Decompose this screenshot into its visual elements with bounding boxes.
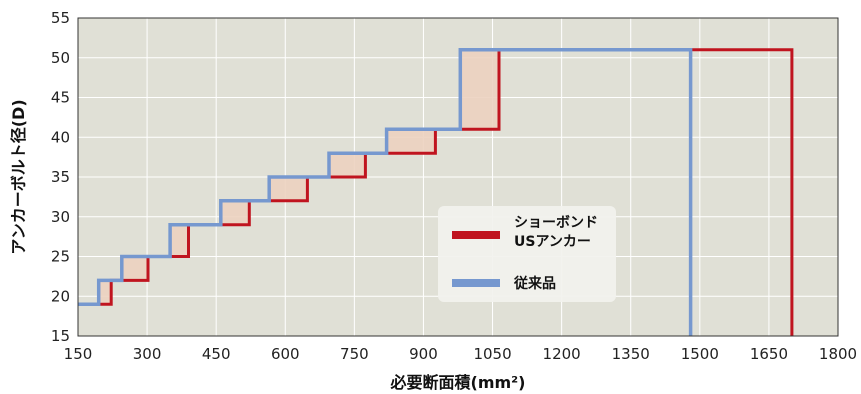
x-tick-label: 1200	[543, 345, 581, 363]
legend: ショーボンド USアンカー 従来品	[438, 206, 616, 302]
y-tick-label: 55	[51, 9, 70, 27]
legend-swatch-conventional	[452, 279, 500, 287]
difference-fill	[220, 200, 250, 225]
x-tick-label: 900	[409, 345, 438, 363]
legend-swatch-usanchor	[452, 231, 500, 239]
x-tick-label: 1650	[750, 345, 788, 363]
y-tick-label: 30	[51, 208, 70, 226]
x-tick-label: 1800	[819, 345, 857, 363]
difference-fill	[460, 49, 499, 130]
difference-fill	[269, 177, 308, 201]
x-tick-label: 450	[202, 345, 231, 363]
x-tick-label: 750	[340, 345, 369, 363]
y-tick-label: 25	[51, 248, 70, 266]
legend-box	[438, 206, 616, 302]
plot-frame	[77, 17, 839, 337]
y-tick-label: 15	[51, 327, 70, 345]
x-tick-label: 1500	[681, 345, 719, 363]
x-tick-label: 1350	[612, 345, 650, 363]
x-tick-label: 150	[64, 345, 93, 363]
legend-label-usanchor-line2: USアンカー	[514, 234, 591, 250]
x-tick-label: 300	[133, 345, 162, 363]
difference-fills	[98, 49, 499, 305]
difference-fill	[386, 129, 436, 154]
x-tick-label: 1050	[473, 345, 511, 363]
y-axis-title: アンカーボルト径(D)	[9, 99, 28, 254]
legend-label-conventional: 従来品	[513, 275, 556, 292]
series-lines	[78, 48, 794, 336]
y-tick-label: 35	[51, 168, 70, 186]
y-tick-label: 40	[51, 128, 70, 146]
legend-label-usanchor-line1: ショーボンド	[514, 215, 598, 231]
x-tick-labels: 150 300 450 600 750 900 1050 1200 1350 1500 1650 18…	[64, 345, 857, 363]
difference-fill	[121, 256, 149, 281]
series-line-usanchor	[78, 48, 794, 336]
series-line-conventional	[78, 48, 693, 336]
y-tick-label: 45	[51, 89, 70, 107]
x-tick-label: 600	[271, 345, 300, 363]
x-axis-title: 必要断面積(mm²)	[390, 373, 526, 392]
difference-fill	[170, 224, 189, 257]
difference-fill	[329, 153, 366, 177]
y-tick-label: 20	[51, 287, 70, 305]
y-tick-labels: 15 20 25 30 35 40 45 50 55	[51, 9, 70, 345]
y-tick-label: 50	[51, 49, 70, 67]
difference-fill	[98, 280, 112, 305]
